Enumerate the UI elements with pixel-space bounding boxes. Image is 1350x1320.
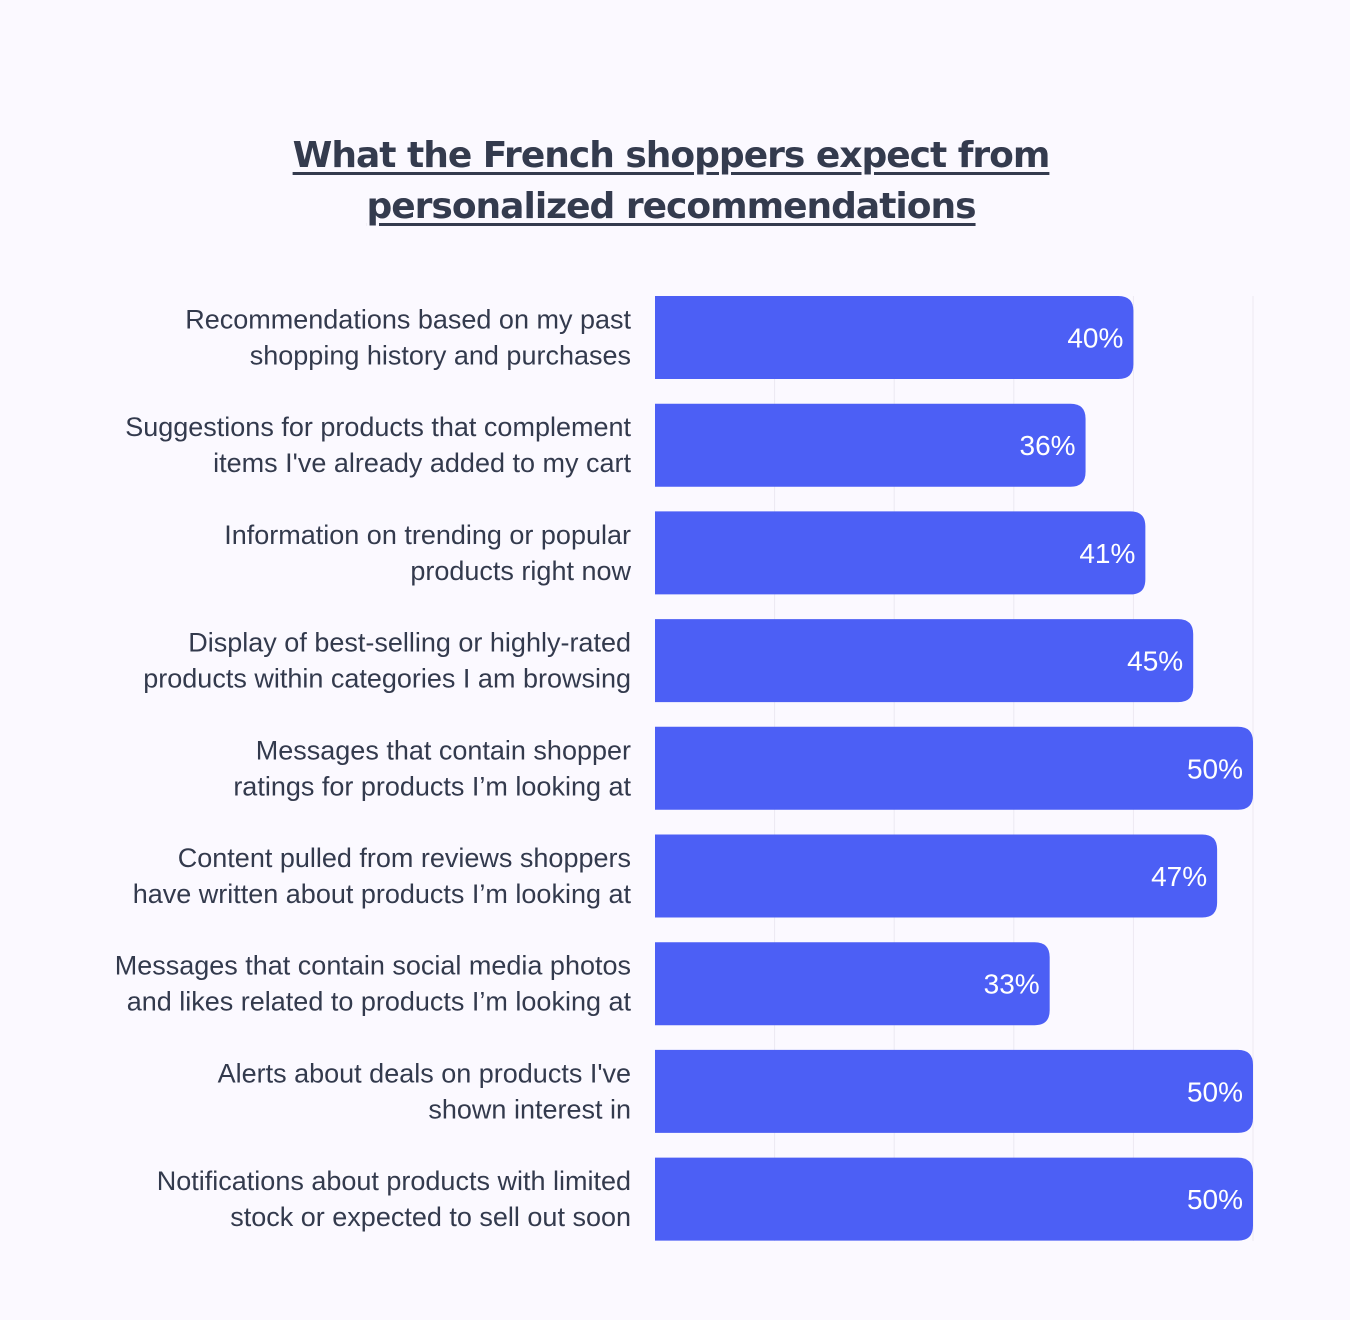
category-label-line: Messages that contain shopper — [256, 735, 631, 765]
bar-6 — [655, 834, 1218, 918]
value-label-8: 50% — [1187, 1076, 1243, 1107]
chart-title-line-2: personalized recommendations — [366, 186, 976, 227]
bar-8 — [655, 1049, 1253, 1133]
category-label-line: shopping history and purchases — [250, 341, 631, 371]
category-label-line: and likes related to products I’m lookin… — [127, 987, 632, 1017]
category-label-line: Information on trending or popular — [224, 520, 631, 550]
value-label-2: 36% — [1020, 430, 1076, 461]
category-label-line: have written about products I’m looking … — [133, 879, 632, 909]
category-label-line: items I've already added to my cart — [213, 448, 631, 478]
chart-title: What the French shoppers expect from per… — [0, 130, 1342, 232]
category-label-line: Display of best-selling or highly-rated — [188, 628, 631, 658]
category-label-7: Messages that contain social media photo… — [115, 951, 632, 1017]
category-label-line: shown interest in — [428, 1094, 631, 1124]
value-label-3: 41% — [1079, 538, 1135, 569]
category-label-line: Messages that contain social media photo… — [115, 951, 631, 981]
category-label-4: Display of best-selling or highly-rated p… — [143, 628, 631, 694]
category-label-5: Messages that contain shopper ratings for… — [233, 735, 631, 801]
category-label-line: stock or expected to sell out soon — [230, 1202, 631, 1232]
value-label-7: 33% — [984, 969, 1040, 1000]
category-label-line: products right now — [410, 556, 631, 586]
bar-4 — [655, 619, 1194, 703]
category-label-line: ratings for products I’m looking at — [233, 771, 631, 801]
category-label-line: products within categories I am browsing — [143, 664, 631, 694]
bar-1 — [655, 296, 1134, 379]
category-label-3: Information on trending or popular produc… — [224, 520, 631, 586]
value-label-1: 40% — [1067, 323, 1123, 354]
category-label-9: Notifications about products with limite… — [157, 1166, 631, 1232]
bar-7 — [655, 942, 1050, 1026]
category-label-2: Suggestions for products that complement… — [125, 412, 631, 478]
value-label-5: 50% — [1187, 753, 1243, 784]
value-label-9: 50% — [1187, 1184, 1243, 1215]
category-label-line: Suggestions for products that complement — [125, 412, 631, 442]
category-label-line: Notifications about products with limite… — [157, 1166, 631, 1196]
bar-9 — [655, 1157, 1253, 1241]
value-label-6: 47% — [1151, 861, 1207, 892]
category-label-6: Content pulled from reviews shoppers have… — [133, 843, 632, 909]
category-label-8: Alerts about deals on products I've shown… — [218, 1058, 631, 1124]
bar-5 — [655, 726, 1253, 810]
value-label-4: 45% — [1127, 646, 1183, 677]
bar-2 — [655, 403, 1086, 487]
category-label-1: Recommendations based on my past shopping… — [185, 305, 631, 371]
category-label-line: Alerts about deals on products I've — [218, 1058, 631, 1088]
category-label-line: Content pulled from reviews shoppers — [178, 843, 631, 873]
chart-title-line-1: What the French shoppers expect from — [292, 135, 1051, 176]
category-label-line: Recommendations based on my past — [185, 305, 631, 335]
bar-3 — [655, 511, 1146, 595]
